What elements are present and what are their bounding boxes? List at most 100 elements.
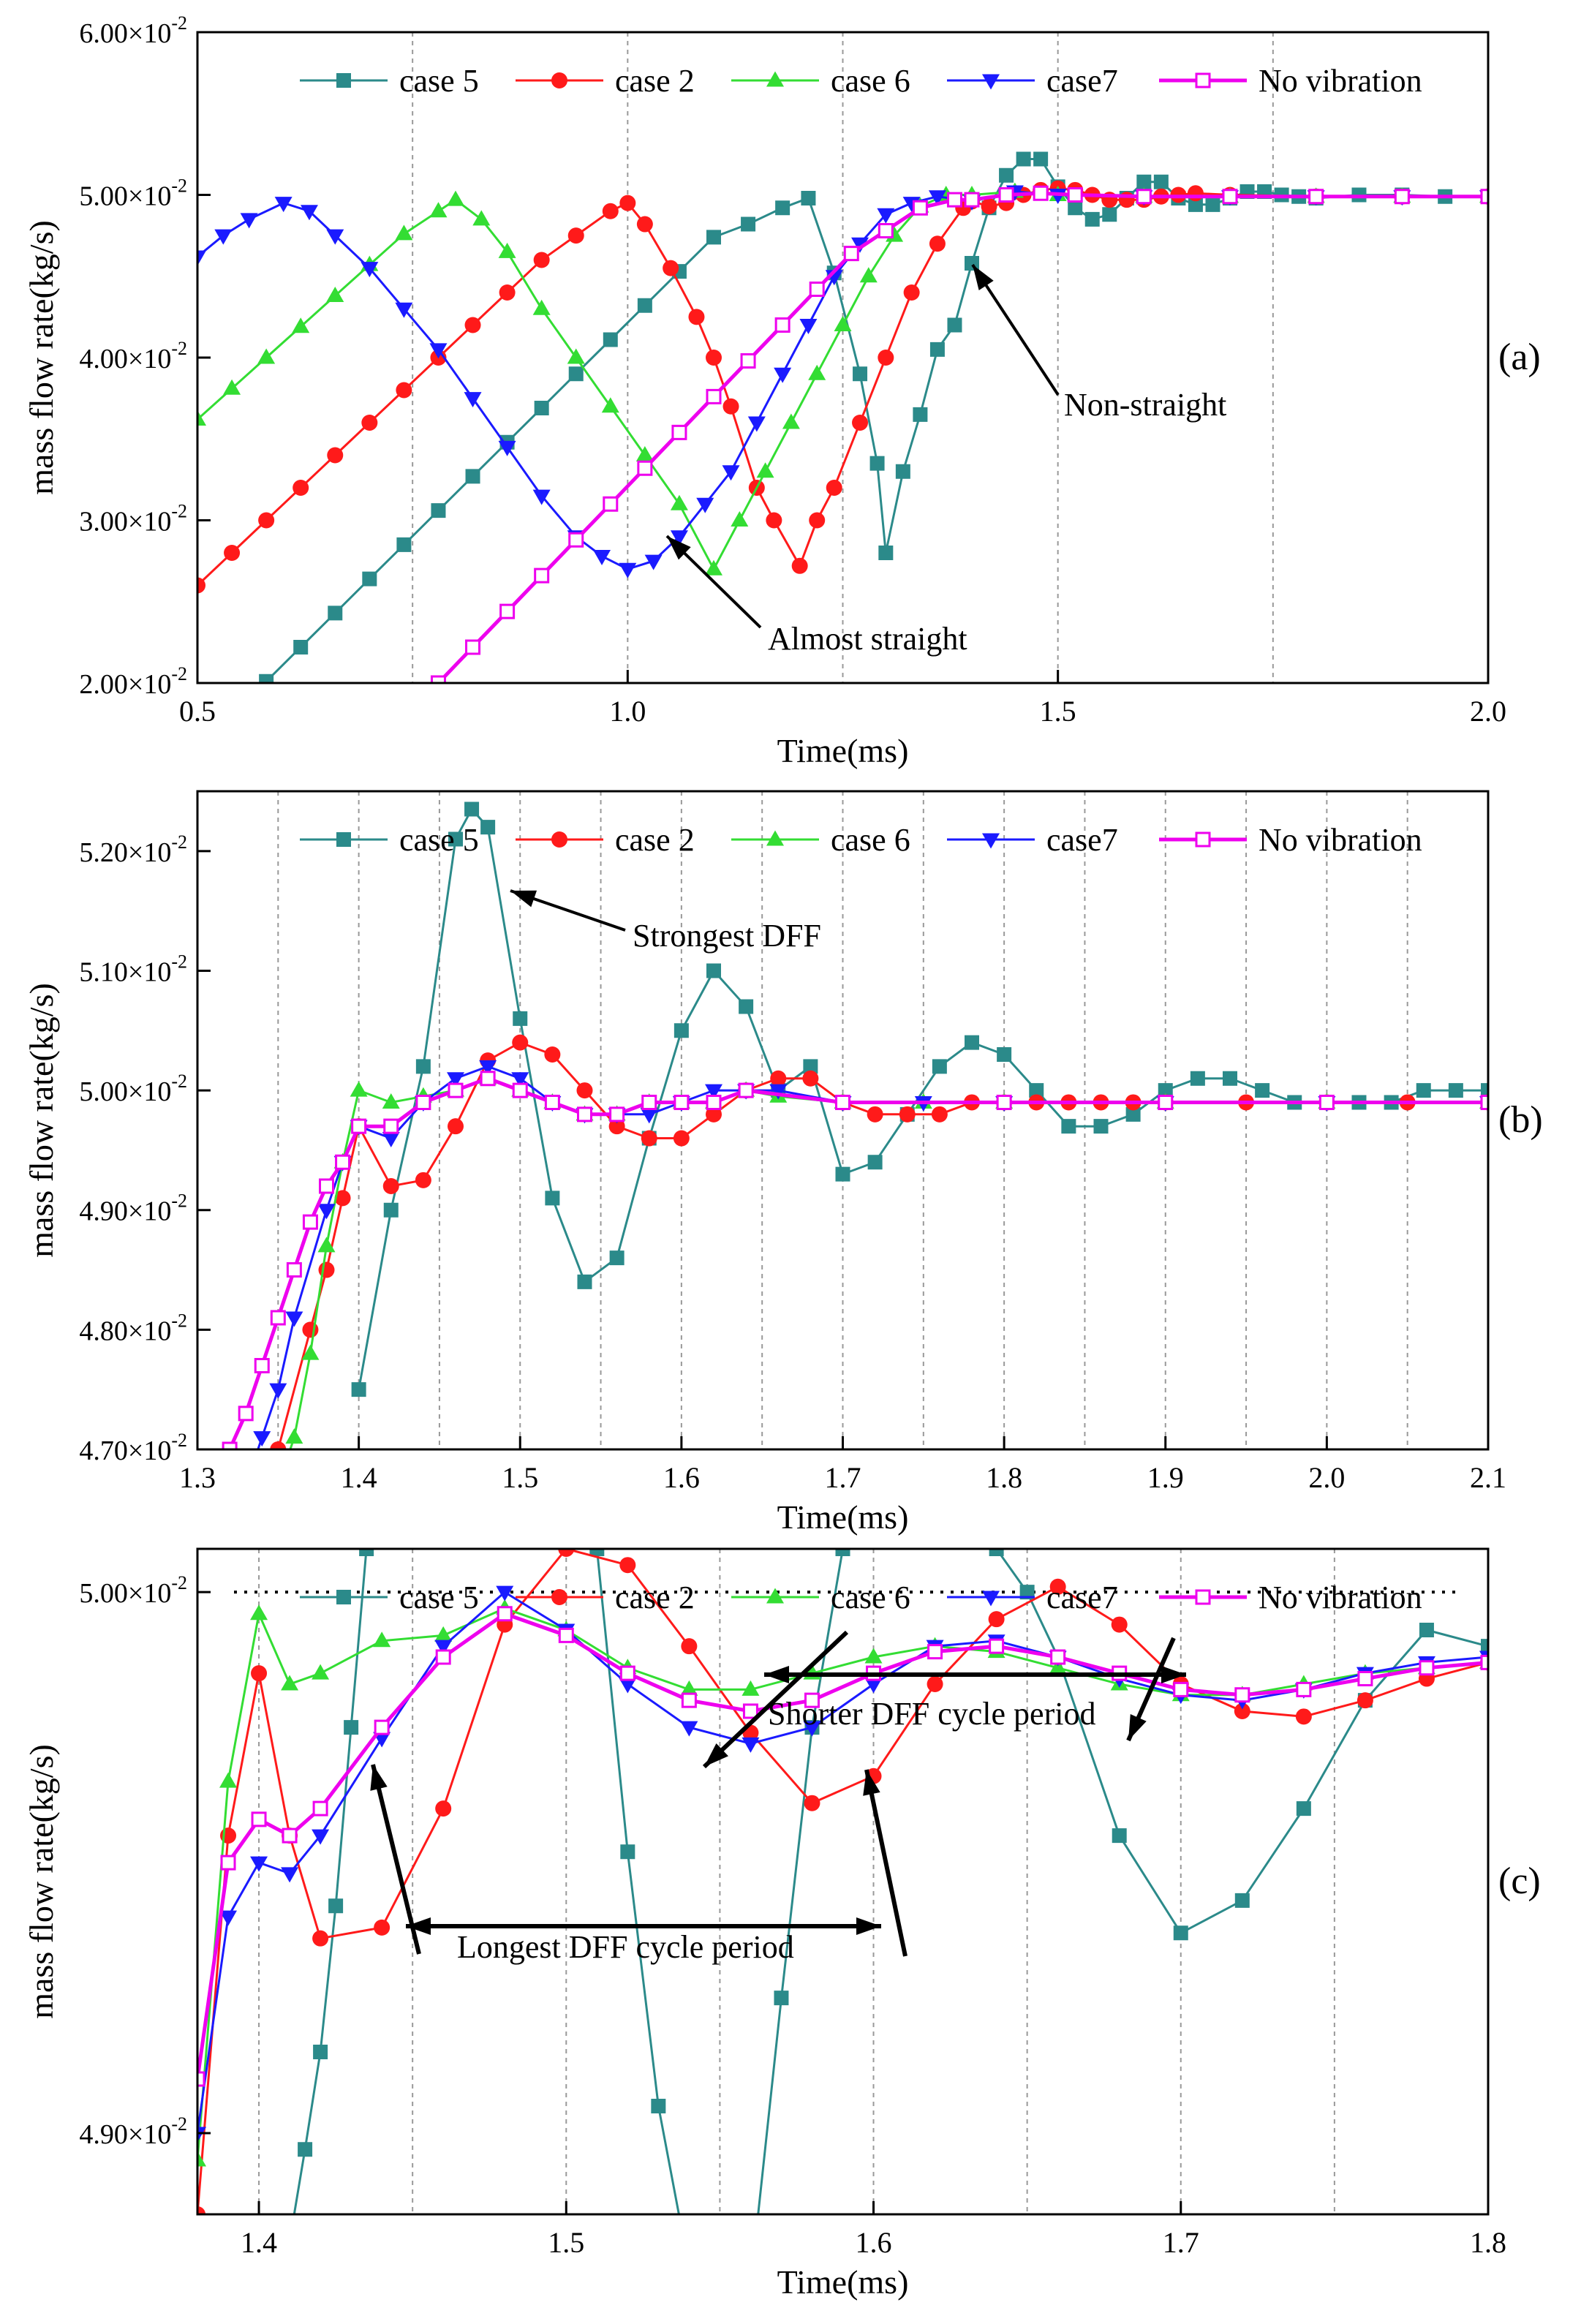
data-point <box>603 332 618 347</box>
data-point <box>219 1910 238 1926</box>
data-point <box>1019 1585 1035 1600</box>
data-point <box>250 1604 268 1621</box>
x-tick-label: 0.5 <box>179 695 216 728</box>
data-point <box>742 1680 760 1696</box>
data-point <box>383 1118 399 1134</box>
data-point <box>670 530 688 546</box>
data-point <box>1223 1071 1237 1086</box>
data-point <box>1016 151 1031 167</box>
data-point <box>415 1059 431 1074</box>
legend-label: No vibration <box>1259 63 1422 99</box>
data-point <box>1084 211 1100 227</box>
data-point <box>673 1023 689 1038</box>
data-point <box>1419 1622 1434 1637</box>
data-point <box>558 1627 574 1643</box>
data-point <box>361 415 378 431</box>
data-point <box>835 1094 850 1110</box>
legend-entry: case7 <box>947 63 1118 99</box>
data-point <box>1255 1083 1270 1098</box>
data-point <box>197 250 206 266</box>
y-tick-label: 4.00×10-2 <box>79 338 187 374</box>
data-point <box>899 1106 916 1123</box>
data-point <box>258 512 275 529</box>
data-point <box>1357 1671 1373 1687</box>
data-point <box>1222 189 1238 205</box>
data-point <box>1234 1687 1250 1703</box>
data-point <box>804 1795 820 1811</box>
data-point <box>738 1082 754 1098</box>
annotation-arrowhead <box>667 536 691 560</box>
data-point <box>1481 1639 1488 1654</box>
data-point <box>558 1549 575 1557</box>
data-point <box>989 1549 1004 1556</box>
data-point <box>312 1800 328 1816</box>
data-point <box>864 1648 883 1664</box>
legend-label: case7 <box>1046 1580 1118 1615</box>
data-point <box>302 1214 318 1230</box>
data-point <box>1308 189 1324 205</box>
data-point <box>281 1675 299 1691</box>
series-line-case-2 <box>197 1549 1488 2214</box>
data-point <box>809 512 826 529</box>
data-point <box>706 963 721 978</box>
data-point <box>1187 185 1204 202</box>
data-point <box>350 1081 368 1097</box>
data-point <box>567 227 584 244</box>
annotation-arrowhead <box>510 890 537 908</box>
data-point <box>326 286 344 302</box>
data-point <box>619 562 637 578</box>
data-point <box>1111 1616 1128 1633</box>
annotation-text: Longest DFF cycle period <box>457 1929 794 1965</box>
data-point <box>867 1106 883 1123</box>
legend-label: case7 <box>1046 822 1118 858</box>
legend-marker <box>336 832 351 847</box>
annotation: Longest DFF cycle period <box>406 1917 881 1965</box>
data-point <box>312 1664 330 1680</box>
data-point <box>834 316 852 331</box>
data-point <box>534 400 549 415</box>
data-point <box>742 1737 760 1753</box>
x-tick-label: 2.1 <box>1470 1461 1506 1494</box>
data-point <box>532 299 551 315</box>
data-point <box>706 230 721 245</box>
data-point <box>1173 1925 1188 1941</box>
data-point <box>603 496 619 512</box>
x-tick-label: 1.4 <box>241 2226 277 2259</box>
data-point <box>285 1428 303 1444</box>
data-point <box>1136 189 1152 205</box>
data-point <box>479 1060 497 1076</box>
data-point <box>435 1800 452 1817</box>
data-point <box>609 1106 625 1123</box>
data-point <box>803 1721 821 1737</box>
pointer-line <box>371 1764 421 1955</box>
data-point <box>651 2099 666 2114</box>
data-point <box>253 1431 271 1447</box>
data-point <box>435 1649 451 1665</box>
data-point <box>396 537 412 552</box>
data-point <box>804 1692 820 1708</box>
data-point <box>878 350 894 366</box>
data-point <box>497 1606 513 1622</box>
series-line-case7 <box>197 1591 1488 2134</box>
y-tick-label: 6.00×10-2 <box>79 12 187 49</box>
annotation-text: Shorter DFF cycle period <box>768 1696 1095 1732</box>
data-point <box>512 1082 528 1098</box>
data-point <box>593 549 611 565</box>
data-point <box>532 489 551 505</box>
data-point <box>928 190 946 206</box>
data-point <box>499 284 516 301</box>
data-point <box>197 410 206 426</box>
data-point <box>1188 197 1203 212</box>
data-point <box>544 1094 560 1110</box>
period-arrowhead <box>764 1666 789 1683</box>
data-point <box>434 1640 453 1656</box>
chart-panel-1: 1.3 1.4 1.5 1.6 1.7 1.8 1.9 2.0 2.1 4.70×10-2 4.80… <box>23 790 1543 1536</box>
data-point <box>602 203 619 219</box>
legend-marker <box>1195 1589 1211 1605</box>
data-point <box>545 1191 560 1206</box>
data-point <box>989 1638 1005 1654</box>
data-point <box>269 1383 287 1399</box>
data-point <box>640 1108 658 1124</box>
data-point <box>705 1084 722 1100</box>
